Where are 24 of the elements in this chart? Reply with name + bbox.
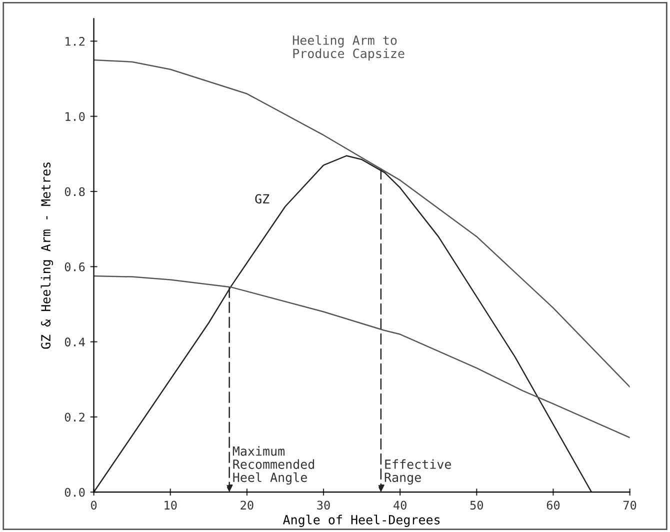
y-tick-label: 0.6 — [64, 262, 85, 272]
x-tick-label: 10 — [164, 500, 177, 510]
y-axis-title: GZ & Heeling Arm - Metres — [40, 162, 54, 349]
y-tick-label: 0.0 — [64, 488, 85, 497]
x-tick-label: 0 — [91, 500, 97, 510]
x-tick-label: 20 — [240, 500, 254, 510]
text: Heeling Arm to Produce Capsize — [292, 35, 404, 61]
line-series — [94, 275, 630, 438]
y-tick-label: 0.8 — [64, 187, 85, 196]
x-tick-label: 40 — [394, 500, 406, 510]
x-axis-title: Angle of Heel-Degrees — [283, 514, 440, 527]
annotation: Maximum Recommended Heel Angle — [232, 446, 314, 485]
annotation: Effective Range — [384, 459, 451, 485]
y-tick-label: 0.4 — [64, 338, 85, 346]
y-tick-label: 1.0 — [66, 112, 85, 122]
y-tick-label: 1.2 — [66, 36, 84, 46]
x-tick-label: 30 — [317, 500, 330, 510]
y-tick-label: 0.2 — [64, 412, 84, 422]
x-tick-label: 60 — [546, 500, 560, 510]
line-series — [94, 155, 592, 492]
series-label: GZ — [255, 194, 270, 204]
x-tick-label: 70 — [623, 500, 636, 510]
line-series — [94, 59, 630, 388]
x-tick-label: 50 — [470, 500, 483, 510]
